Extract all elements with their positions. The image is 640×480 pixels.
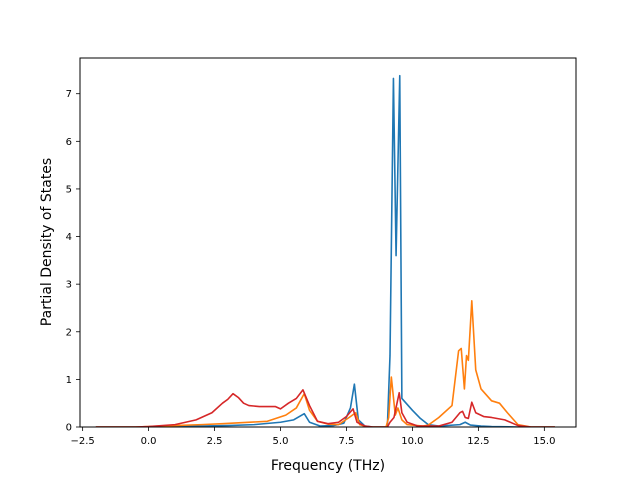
x-tick-label: −2.5 <box>70 436 94 447</box>
y-tick-label: 4 <box>66 232 72 243</box>
x-tick-label: 12.5 <box>467 436 489 447</box>
y-tick-label: 0 <box>66 423 72 434</box>
x-tick-label: 15.0 <box>533 436 555 447</box>
plot-frame <box>79 57 577 428</box>
x-tick-label: 2.5 <box>207 436 223 447</box>
y-axis: 0 1 2 3 4 5 6 7 <box>66 89 80 434</box>
y-tick-label: 7 <box>66 89 72 100</box>
x-tick-label: 10.0 <box>401 436 423 447</box>
x-axis: −2.5 0.0 2.5 5.0 7.5 10.0 12.5 15.0 <box>70 427 555 447</box>
series-line-3 <box>95 389 555 427</box>
series-layer <box>95 74 555 427</box>
y-tick-label: 6 <box>66 137 72 148</box>
series-line-2 <box>95 300 555 427</box>
x-tick-label: 5.0 <box>273 436 289 447</box>
series-line-1 <box>95 74 555 427</box>
y-tick-label: 2 <box>66 327 72 338</box>
y-tick-label: 1 <box>66 375 72 386</box>
x-tick-label: 0.0 <box>141 436 157 447</box>
y-tick-label: 5 <box>66 184 72 195</box>
x-axis-label: Frequency (THz) <box>271 458 385 474</box>
x-tick-label: 7.5 <box>339 436 355 447</box>
y-tick-label: 3 <box>66 280 72 291</box>
y-axis-label: Partial Density of States <box>39 158 55 326</box>
